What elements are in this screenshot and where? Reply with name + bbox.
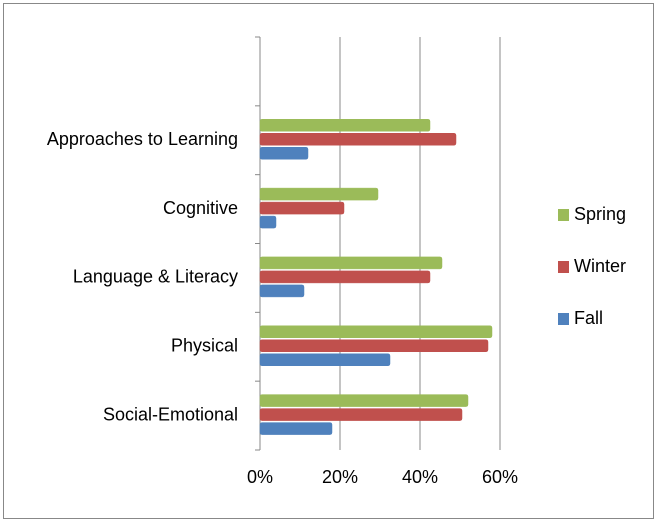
bar bbox=[259, 133, 457, 146]
x-tick-label: 0% bbox=[247, 467, 273, 487]
y-tick-label: Social-Emotional bbox=[103, 404, 238, 424]
x-tick-label: 20% bbox=[322, 467, 358, 487]
legend-swatch bbox=[558, 261, 569, 273]
x-tick-label: 40% bbox=[402, 467, 438, 487]
y-tick-label: Language & Literacy bbox=[73, 267, 238, 287]
bar bbox=[259, 422, 333, 435]
y-tick-label: Physical bbox=[171, 336, 238, 356]
bar bbox=[259, 187, 379, 201]
bar bbox=[259, 215, 277, 229]
legend-label: Winter bbox=[574, 256, 626, 276]
y-tick-label: Approaches to Learning bbox=[47, 129, 238, 149]
bar bbox=[259, 270, 431, 284]
legend-label: Fall bbox=[574, 308, 603, 328]
legend-swatch bbox=[558, 313, 569, 325]
bar bbox=[259, 256, 443, 270]
bar bbox=[259, 147, 309, 160]
bar bbox=[259, 353, 391, 366]
y-tick-label: Cognitive bbox=[163, 198, 238, 218]
x-tick-label: 60% bbox=[482, 467, 518, 487]
legend-label: Spring bbox=[574, 204, 626, 224]
bar bbox=[259, 201, 345, 215]
bar bbox=[259, 325, 493, 338]
bar bbox=[259, 339, 489, 352]
legend-swatch bbox=[558, 209, 569, 221]
bar bbox=[259, 394, 469, 407]
bar bbox=[259, 408, 463, 421]
bar bbox=[259, 284, 305, 298]
bar bbox=[259, 119, 431, 132]
